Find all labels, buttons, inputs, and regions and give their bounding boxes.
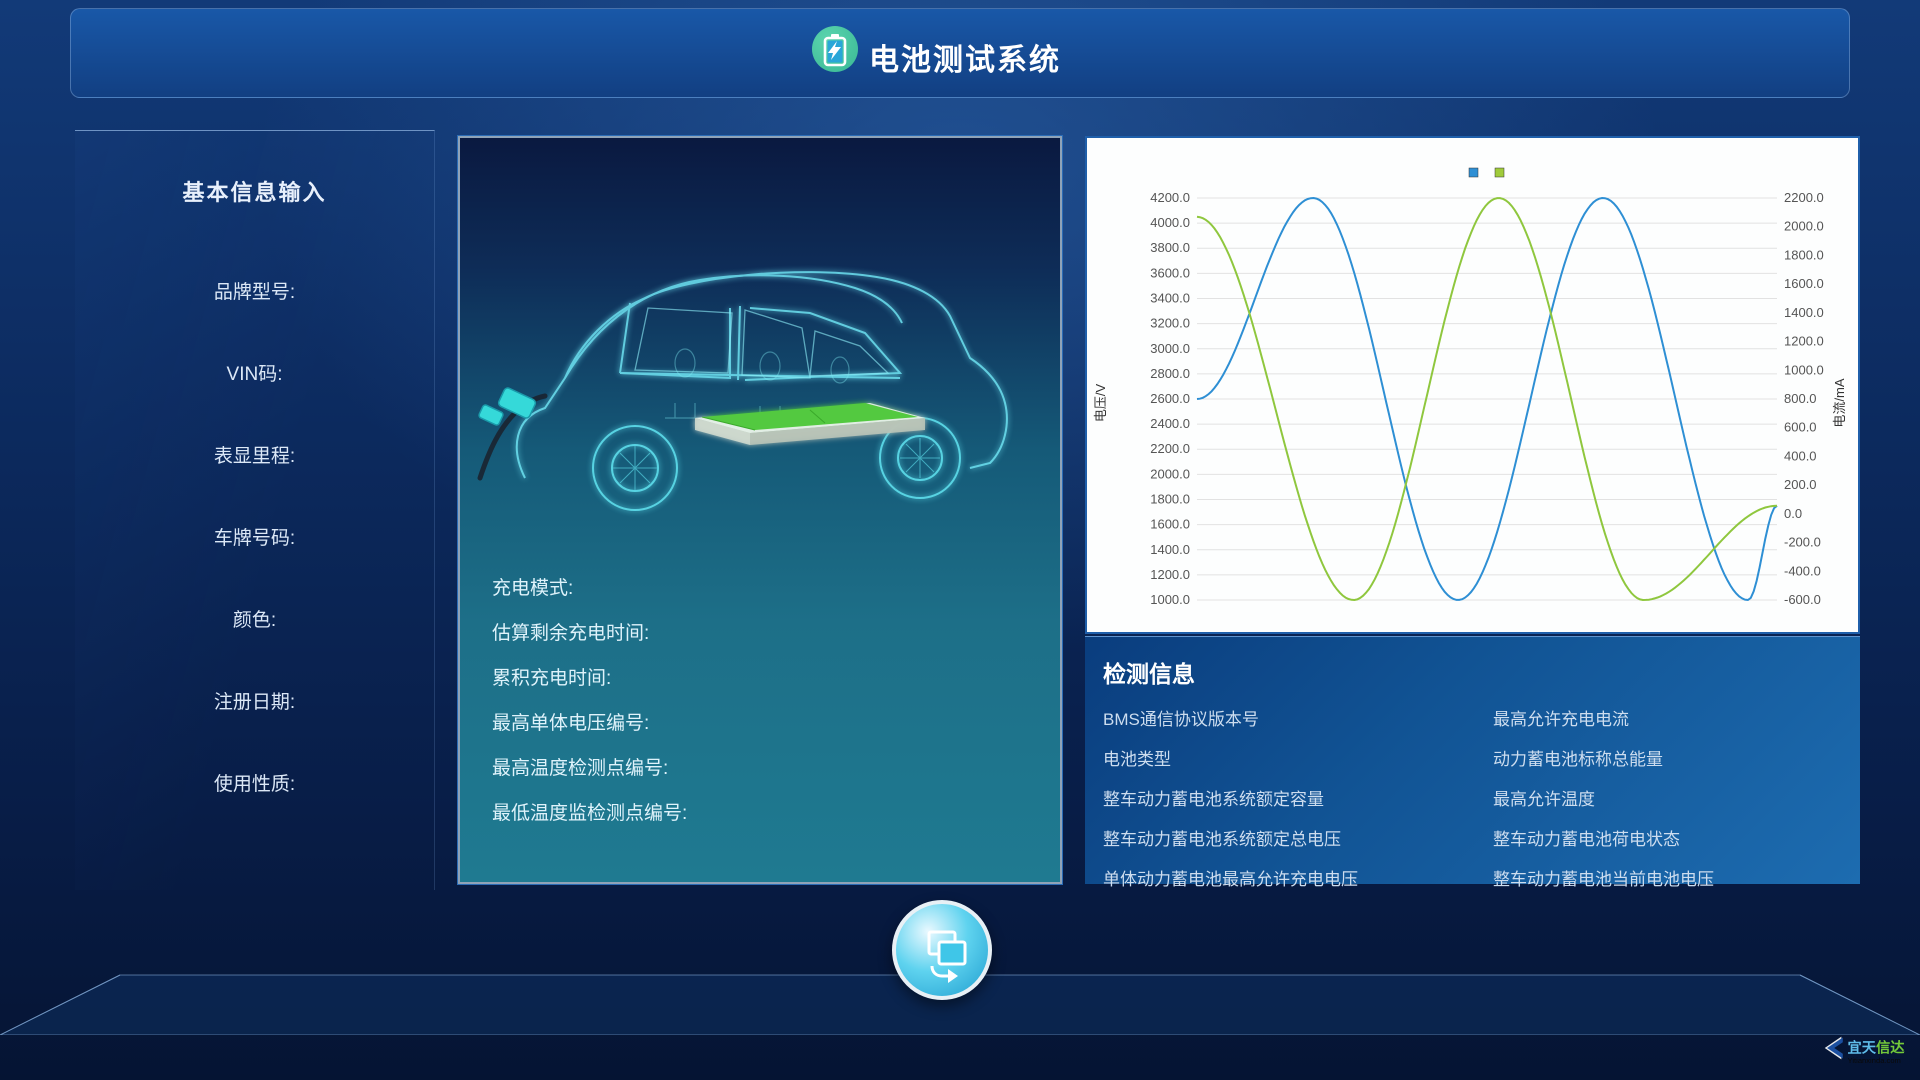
svg-text:1400.0: 1400.0 — [1784, 305, 1824, 320]
svg-text:2200.0: 2200.0 — [1784, 190, 1824, 205]
svg-text:3400.0: 3400.0 — [1150, 291, 1190, 306]
svg-text:-400.0: -400.0 — [1784, 563, 1821, 578]
svg-text:1200.0: 1200.0 — [1150, 567, 1190, 582]
svg-text:2000.0: 2000.0 — [1784, 219, 1824, 234]
svg-text:1400.0: 1400.0 — [1150, 542, 1190, 557]
svg-text:-200.0: -200.0 — [1784, 535, 1821, 550]
svg-text:宜天: 宜天 — [1848, 1039, 1877, 1057]
svg-text:1600.0: 1600.0 — [1784, 276, 1824, 291]
svg-text:1600.0: 1600.0 — [1150, 517, 1190, 532]
svg-text:1800.0: 1800.0 — [1784, 247, 1824, 262]
svg-text:Yitianxinda.com: Yitianxinda.com — [1848, 1056, 1901, 1065]
svg-text:2200.0: 2200.0 — [1150, 441, 1190, 456]
svg-text:3200.0: 3200.0 — [1150, 316, 1190, 331]
svg-text:1000.0: 1000.0 — [1150, 592, 1190, 607]
svg-text:3800.0: 3800.0 — [1150, 240, 1190, 255]
svg-text:4200.0: 4200.0 — [1150, 190, 1190, 205]
svg-text:2000.0: 2000.0 — [1150, 466, 1190, 481]
svg-text:4000.0: 4000.0 — [1150, 215, 1190, 230]
svg-text:电压/V: 电压/V — [1093, 384, 1108, 423]
svg-text:200.0: 200.0 — [1784, 477, 1817, 492]
svg-text:1000.0: 1000.0 — [1784, 362, 1824, 377]
svg-text:3000.0: 3000.0 — [1150, 341, 1190, 356]
svg-text:1800.0: 1800.0 — [1150, 492, 1190, 507]
svg-text:信达: 信达 — [1876, 1039, 1905, 1057]
svg-text:2600.0: 2600.0 — [1150, 391, 1190, 406]
svg-text:1200.0: 1200.0 — [1784, 334, 1824, 349]
svg-text:2800.0: 2800.0 — [1150, 366, 1190, 381]
svg-text:400.0: 400.0 — [1784, 448, 1817, 463]
svg-text:-600.0: -600.0 — [1784, 592, 1821, 607]
svg-text:600.0: 600.0 — [1784, 420, 1817, 435]
svg-text:800.0: 800.0 — [1784, 391, 1817, 406]
svg-text:0.0: 0.0 — [1784, 506, 1802, 521]
svg-text:3600.0: 3600.0 — [1150, 265, 1190, 280]
svg-text:2400.0: 2400.0 — [1150, 416, 1190, 431]
svg-text:电流/mA: 电流/mA — [1832, 378, 1847, 427]
